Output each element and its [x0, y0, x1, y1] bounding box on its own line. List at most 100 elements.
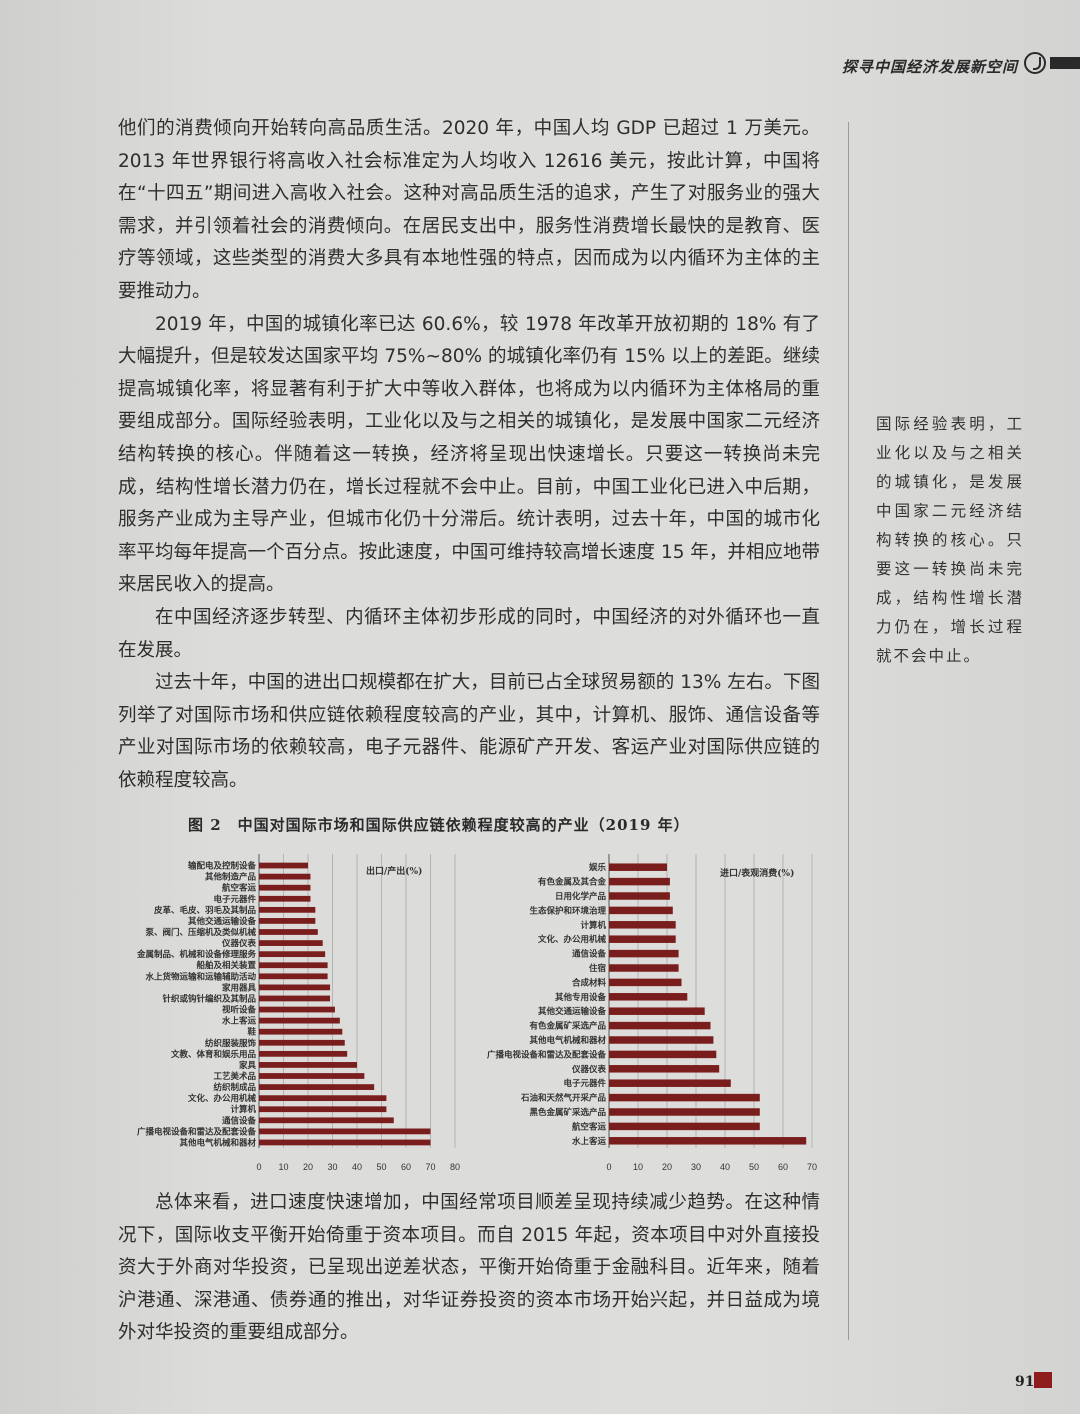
bar [259, 1095, 387, 1102]
bar [609, 906, 673, 915]
bar [609, 1065, 720, 1073]
bar [259, 962, 328, 969]
bar [259, 1062, 357, 1068]
y-category-label: 石油和天然气开采产品 [520, 1093, 607, 1104]
bar [609, 1122, 760, 1131]
y-category-label: 水上客运 [221, 1016, 257, 1027]
bar [609, 1036, 714, 1044]
y-category-label: 仪器仪表 [221, 938, 257, 949]
y-category-label: 住宿 [589, 963, 607, 974]
body-text-top: 他们的消费倾向开始转向高品质生活。2020 年，中国人均 GDP 已超过 1 万… [118, 113, 820, 797]
x-tick-label: 30 [327, 1162, 337, 1172]
y-category-label: 日用化学产品 [555, 891, 607, 902]
bar [259, 884, 311, 891]
bar [609, 1021, 711, 1030]
page-logo-icon [1034, 1372, 1052, 1388]
y-category-label: 其他制造产品 [205, 872, 257, 883]
y-category-label: 工艺美术品 [213, 1071, 256, 1082]
x-tick-label: 70 [807, 1162, 817, 1172]
bar [609, 993, 688, 1001]
bar [609, 863, 667, 871]
bar [609, 1007, 705, 1015]
bar [259, 1106, 387, 1113]
y-category-label: 有色金属及其合金 [538, 877, 607, 888]
bar [259, 984, 331, 991]
bar [609, 978, 682, 987]
bar [259, 1050, 348, 1057]
y-category-label: 电子元器件 [563, 1078, 606, 1089]
body-text-bottom: 总体来看，进口速度快速增加，中国经常项目顺差呈现持续减少趋势。在这种情况下，国际… [118, 1187, 820, 1350]
y-category-label: 家具 [239, 1060, 257, 1071]
y-category-label: 有色金属矿采选产品 [529, 1021, 606, 1032]
bar [609, 877, 670, 886]
y-category-label: 通信设备 [222, 1115, 257, 1126]
y-category-label: 船舶及相关装置 [196, 960, 256, 971]
bar [259, 1128, 431, 1135]
y-category-label: 视听设备 [222, 1005, 257, 1016]
bar [259, 1084, 375, 1090]
y-category-label: 纺织制成品 [213, 1082, 256, 1093]
y-category-label: 仪器仪表 [571, 1064, 607, 1075]
column-divider [848, 122, 849, 1340]
y-category-label: 其他交通运输设备 [188, 916, 257, 927]
y-category-label: 水上客运 [571, 1136, 607, 1147]
bar [259, 929, 318, 935]
bar [609, 1137, 807, 1145]
bar [259, 1017, 340, 1024]
x-tick-label: 30 [691, 1162, 701, 1172]
bar [609, 1079, 731, 1087]
y-category-label: 针织或钩针编织及其制品 [162, 993, 256, 1004]
y-category-label: 其他电气机械和器材 [529, 1035, 606, 1046]
y-category-label: 航空客运 [572, 1121, 607, 1132]
running-header: 探寻中国经济发展新空间 [841, 58, 1018, 76]
x-tick-label: 60 [401, 1162, 411, 1172]
paragraph: 他们的消费倾向开始转向高品质生活。2020 年，中国人均 GDP 已超过 1 万… [118, 118, 820, 302]
y-category-label: 水上货物运输和运输辅助活动 [144, 971, 256, 982]
y-category-label: 广播电视设备和雷达及配套设备 [137, 1126, 257, 1137]
bar [609, 964, 679, 972]
bar [259, 873, 311, 880]
x-tick-label: 50 [376, 1162, 386, 1172]
y-category-label: 合成材料 [571, 977, 607, 988]
bar [259, 862, 308, 869]
x-tick-label: 20 [662, 1162, 672, 1172]
paragraph: 2019 年，中国的城镇化率已达 60.6%，较 1978 年改革开放初期的 1… [118, 313, 820, 596]
figure-title: 图 2 中国对国际市场和国际供应链依赖程度较高的产业（2019 年） [188, 816, 690, 834]
paragraph: 在中国经济逐步转型、内循环主体初步形成的同时，中国经济的对外循环也一直在发展。 [118, 606, 820, 661]
y-category-label: 娱乐 [589, 862, 607, 873]
header-logo-icon [1024, 52, 1046, 74]
bar [259, 1006, 335, 1013]
paragraph: 总体来看，进口速度快速增加，中国经常项目顺差呈现持续减少趋势。在这种情况下，国际… [118, 1192, 820, 1344]
y-category-label: 文教、体育和娱乐用品 [171, 1049, 257, 1060]
x-tick-label: 40 [352, 1162, 362, 1172]
bar [609, 1050, 717, 1059]
bar [259, 1117, 394, 1124]
bar [259, 1039, 345, 1046]
paragraph: 过去十年，中国的进出口规模都在扩大，目前已占全球贸易额的 13% 左右。下图列举… [118, 672, 820, 791]
bar [259, 951, 326, 958]
bar [609, 921, 676, 929]
y-category-label: 生态保护和环境治理 [529, 905, 606, 916]
y-category-label: 纺织服装服饰 [205, 1038, 257, 1049]
bar [259, 995, 331, 1002]
x-tick-label: 60 [778, 1162, 788, 1172]
y-category-label: 黑色金属矿采选产品 [529, 1107, 606, 1118]
bar [609, 949, 679, 958]
bar [259, 906, 316, 913]
bar [259, 1073, 365, 1079]
y-category-label: 泵、阀门、压缩机及类似机械 [145, 927, 256, 938]
y-category-label: 文化、办公用机械 [538, 934, 607, 945]
x-tick-label: 70 [425, 1162, 435, 1172]
y-category-label: 文化、办公用机械 [188, 1093, 257, 1104]
bar [259, 940, 323, 946]
bar [259, 1139, 431, 1146]
legend-label: 进口/表观消费(%) [720, 867, 794, 879]
sidebar-pull-quote: 国际经验表明，工业化以及与之相关的城镇化，是发展中国家二元经济结构转换的核心。只… [876, 415, 1024, 665]
y-category-label: 鞋 [247, 1027, 256, 1038]
y-category-label: 电子元器件 [213, 894, 256, 905]
legend-label: 出口/产出(%) [366, 865, 422, 877]
bar [259, 973, 328, 980]
bar [609, 1108, 760, 1116]
bar [609, 935, 676, 943]
y-category-label: 其他交通运输设备 [538, 1006, 607, 1017]
